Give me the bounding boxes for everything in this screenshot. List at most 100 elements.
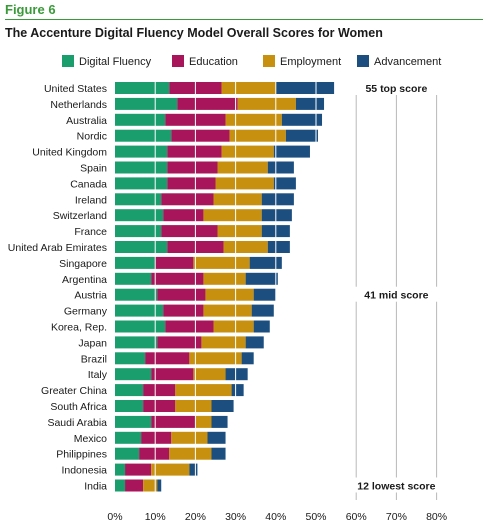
bar-segment-14-1	[163, 304, 204, 317]
bar-segment-3-0	[115, 129, 172, 142]
annotation-0: 55 top score	[365, 83, 427, 95]
bar-segment-15-0	[115, 320, 166, 333]
bar-segment-24-2	[151, 463, 190, 476]
category-label-13: Austria	[74, 290, 107, 302]
bar-segment-10-0	[115, 241, 168, 253]
bar-segment-1-3	[295, 97, 325, 110]
bar-segment-12-2	[203, 272, 246, 285]
bar-segment-5-1	[167, 161, 218, 174]
category-label-21: Saudi Arabia	[47, 417, 107, 429]
bar-segment-21-1	[151, 415, 196, 428]
bar-segment-8-2	[203, 209, 262, 222]
bar-segment-14-2	[203, 304, 252, 317]
legend-label-0: Digital Fluency	[79, 56, 152, 68]
annotation-bg-1	[354, 286, 439, 302]
category-label-8: Switzerland	[53, 210, 107, 222]
annotation-bg-0	[354, 80, 439, 95]
bar-segment-5-2	[217, 161, 268, 174]
x-axis-ticks: 0% 10% 20% 30% 40% 50% 60% 70% 80%	[107, 511, 447, 523]
legend-swatch-3	[357, 55, 369, 67]
x-tick-label-2: 20%	[185, 511, 206, 523]
bar-segment-17-2	[189, 352, 242, 365]
category-label-11: Singapore	[59, 258, 107, 270]
bar-segment-4-1	[167, 145, 222, 158]
bar-segment-5-3	[267, 161, 294, 174]
category-label-24: Indonesia	[61, 465, 107, 477]
bar-segment-3-1	[171, 129, 230, 142]
bar-segment-24-1	[125, 463, 152, 476]
bar-segment-6-1	[167, 177, 216, 190]
title-rule	[5, 19, 483, 20]
bar-segment-18-0	[115, 368, 152, 381]
category-label-3: Nordic	[77, 131, 107, 143]
legend-swatch-1	[172, 55, 184, 67]
x-tick-label-8: 80%	[426, 511, 447, 523]
bar-segment-11-0	[115, 256, 156, 269]
bar-segment-19-1	[143, 384, 176, 397]
bar-segment-24-3	[189, 463, 198, 476]
bar-segment-2-3	[281, 113, 323, 126]
category-label-9: France	[74, 226, 107, 238]
bar-segment-17-1	[145, 352, 190, 365]
bar-segment-9-0	[115, 225, 162, 238]
bar-segment-13-2	[205, 288, 254, 301]
bar-segment-18-3	[225, 368, 248, 381]
bar-segment-17-0	[115, 352, 146, 365]
category-label-22: Mexico	[74, 433, 107, 445]
bar-segment-20-3	[211, 400, 234, 412]
bar-segment-8-1	[163, 209, 204, 222]
bar-segment-16-0	[115, 336, 158, 349]
bar-segment-9-2	[217, 225, 262, 238]
bar-segment-6-0	[115, 177, 168, 190]
bar-segment-7-2	[213, 193, 262, 206]
category-label-20: South Africa	[50, 401, 107, 413]
bar-segment-16-3	[245, 336, 264, 349]
category-label-14: Germany	[64, 306, 108, 318]
bar-segment-25-3	[157, 479, 162, 492]
bar-segment-7-1	[161, 193, 214, 206]
bar-segment-19-0	[115, 384, 144, 397]
bar-segment-25-2	[143, 479, 158, 492]
bar-segment-7-3	[261, 193, 294, 206]
bar-segment-1-2	[237, 97, 296, 110]
bar-segment-11-2	[193, 256, 250, 269]
annotation-1: 41 mid score	[364, 290, 428, 302]
bar-segment-5-0	[115, 161, 168, 174]
x-tick-label-4: 40%	[265, 511, 286, 523]
category-labels: United States Netherlands Australia Nordic U…	[8, 83, 108, 493]
category-label-0: United States	[44, 83, 107, 95]
bar-segment-14-3	[251, 304, 274, 317]
bar-segment-16-2	[201, 336, 246, 349]
bar-segment-17-3	[241, 352, 254, 365]
bar-segment-13-1	[157, 288, 206, 301]
bar-segment-25-1	[125, 479, 144, 492]
bar-segment-20-2	[175, 400, 212, 412]
bar-segment-0-0	[115, 82, 170, 94]
category-label-23: Philippines	[56, 449, 107, 461]
bar-segment-18-2	[193, 368, 226, 381]
category-label-15: Korea, Rep.	[51, 322, 107, 334]
x-tick-label-3: 30%	[225, 511, 246, 523]
bar-segment-4-3	[273, 145, 310, 158]
bar-segment-16-1	[157, 336, 202, 349]
annotation-2: 12 lowest score	[357, 481, 435, 493]
category-label-17: Brazil	[81, 353, 107, 365]
category-label-1: Netherlands	[50, 99, 107, 111]
bar-segment-15-1	[165, 320, 214, 333]
bar-segment-11-1	[155, 256, 194, 269]
bar-segment-8-3	[261, 209, 292, 222]
x-tick-label-5: 50%	[305, 511, 326, 523]
bar-segment-12-0	[115, 272, 152, 285]
legend: Digital Fluency Education Employment Advanc…	[62, 55, 441, 68]
annotation-bg-2	[345, 477, 448, 493]
x-tick-label-7: 70%	[386, 511, 407, 523]
bar-segment-0-3	[275, 82, 335, 94]
bar-segment-22-3	[207, 431, 226, 444]
bar-segment-20-1	[143, 400, 176, 412]
category-label-18: Italy	[88, 369, 108, 381]
bar-segment-8-0	[115, 209, 164, 222]
bar-segment-11-3	[249, 256, 282, 269]
x-tick-label-6: 60%	[346, 511, 367, 523]
bar-segment-23-3	[211, 447, 226, 460]
figure-label: Figure 6	[5, 2, 56, 17]
